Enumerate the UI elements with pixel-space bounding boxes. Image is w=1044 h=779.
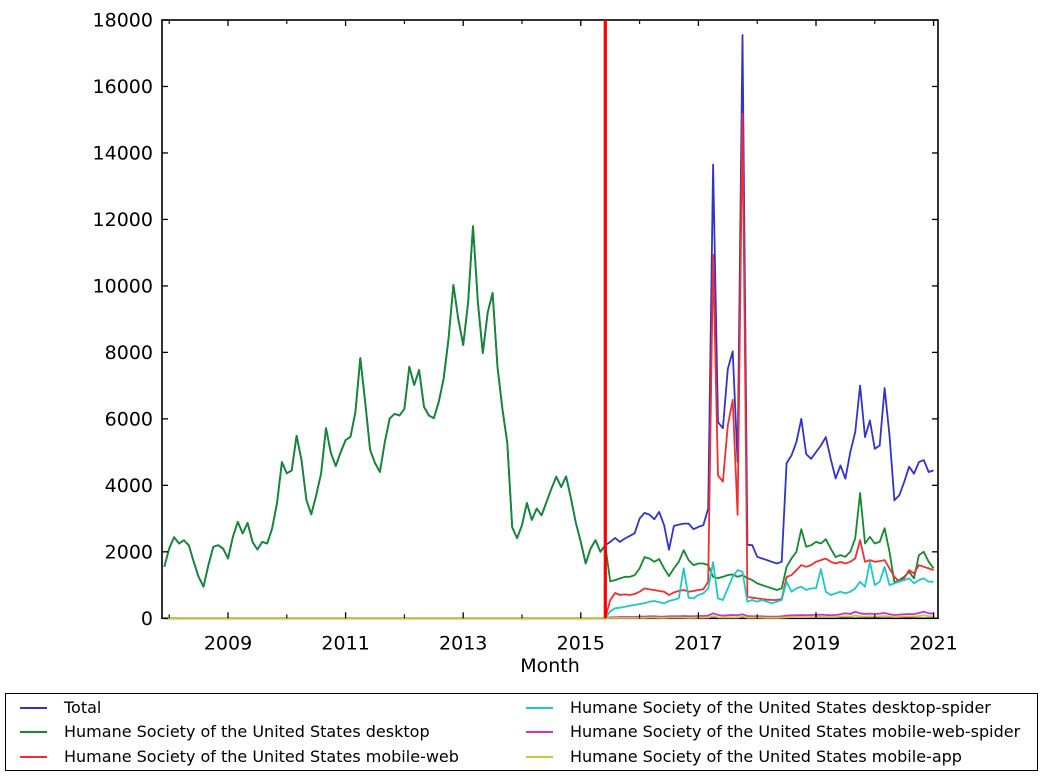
legend-item-label: Humane Society of the United States mobi… xyxy=(570,746,962,766)
legend-line-swatch-icon xyxy=(20,731,47,733)
legend-item-label: Total xyxy=(64,697,102,717)
legend-item-label: Humane Society of the United States mobi… xyxy=(570,722,1021,741)
legend-item-label: Humane Society of the United States mobi… xyxy=(64,746,459,766)
series-line-humane-society-of-the-united-states-mobile-app xyxy=(164,614,934,620)
x-tick-label: 2017 xyxy=(674,632,722,654)
y-tick-label: 10000 xyxy=(93,275,153,297)
legend-line-swatch-icon xyxy=(526,731,553,733)
y-tick-label: 6000 xyxy=(105,408,153,430)
y-tick-label: 4000 xyxy=(105,475,153,497)
y-tick-label: 16000 xyxy=(93,76,153,98)
x-axis-title: Month xyxy=(520,655,580,677)
y-tick-label: 8000 xyxy=(105,342,153,364)
legend-item: Humane Society of the United States mobi… xyxy=(20,746,520,768)
x-tick-label: 2015 xyxy=(557,632,605,654)
y-tick-label: 18000 xyxy=(93,10,153,32)
chart-legend: Total Humane Society of the United States… xyxy=(5,693,1038,771)
legend-item-label: Humane Society of the United States desk… xyxy=(570,697,991,717)
x-tick-label: 2019 xyxy=(792,632,840,654)
legend-item: Humane Society of the United States mobi… xyxy=(526,746,1037,768)
legend-line-swatch-icon xyxy=(20,706,47,709)
plot-frame xyxy=(161,19,939,620)
y-tick-label: 14000 xyxy=(93,142,153,164)
y-tick-label: 12000 xyxy=(93,209,153,231)
series-group xyxy=(163,34,935,620)
legend-line-swatch-icon xyxy=(526,755,553,758)
legend-item-label: Humane Society of the United States desk… xyxy=(64,722,430,741)
x-tick-label: 2009 xyxy=(204,632,252,654)
legend-column-1: Total Humane Society of the United States… xyxy=(6,694,520,770)
legend-item: Total xyxy=(20,697,520,719)
legend-item: Humane Society of the United States desk… xyxy=(526,697,1037,719)
legend-item: Humane Society of the United States desk… xyxy=(20,721,520,743)
legend-line-swatch-icon xyxy=(20,755,47,758)
x-tick-label: 2013 xyxy=(439,632,487,654)
legend-line-swatch-icon xyxy=(526,706,553,709)
series-line-humane-society-of-the-united-states-desktop xyxy=(163,225,935,591)
y-tick-label: 0 xyxy=(141,608,153,630)
legend-item: Humane Society of the United States mobi… xyxy=(526,721,1037,743)
y-tick-label: 2000 xyxy=(105,541,153,563)
x-tick-label: 2011 xyxy=(321,632,369,654)
legend-column-2: Humane Society of the United States desk… xyxy=(520,694,1037,770)
x-tick-label: 2021 xyxy=(909,632,957,654)
